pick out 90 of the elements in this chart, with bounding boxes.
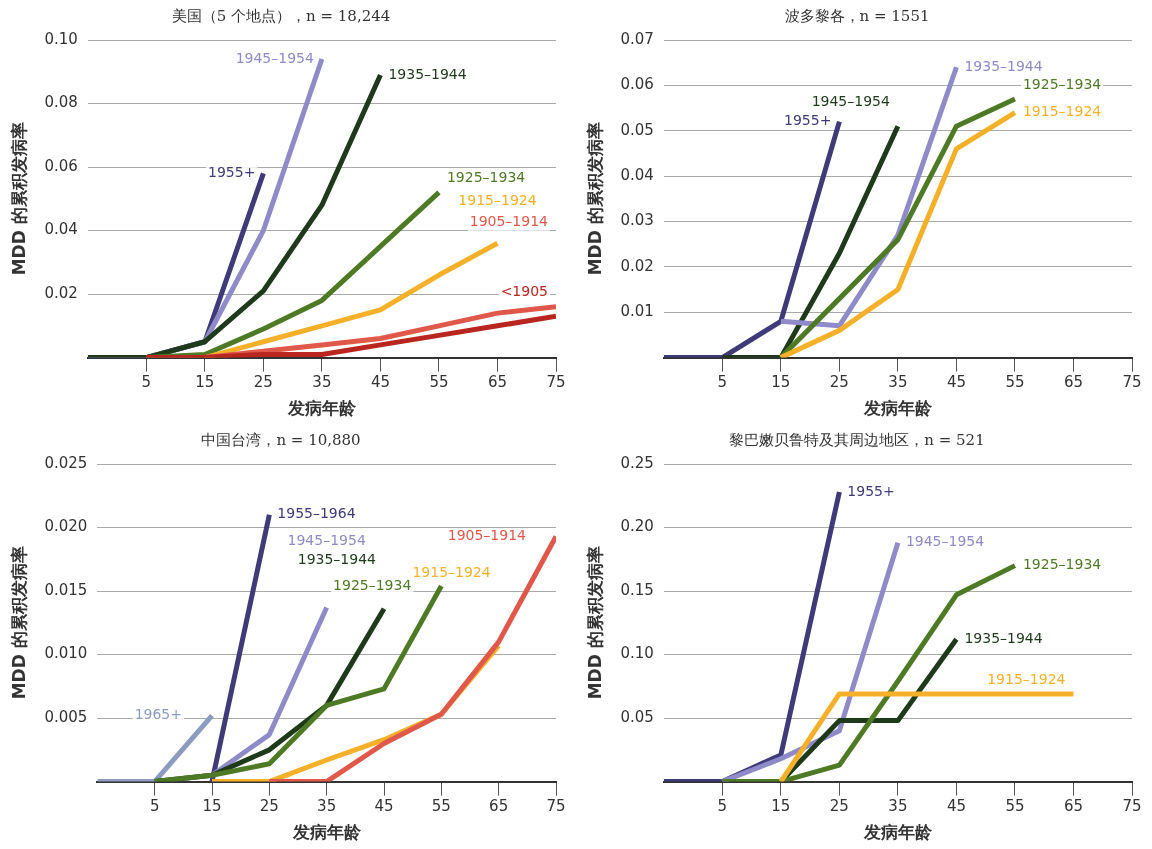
series-label: <1905 (500, 282, 548, 299)
x-tick-label: 35 (312, 373, 332, 392)
y-tick-label: 0.04 (620, 166, 654, 184)
y-tick-label: 0.10 (44, 29, 78, 48)
y-tick-label: 0.06 (44, 156, 78, 175)
x-tick-label: 75 (546, 797, 566, 816)
series-label: 1925–1934 (1022, 556, 1102, 573)
y-axis-title: MDD 的累积发病率 (584, 546, 605, 700)
y-tick-label: 0.05 (620, 707, 654, 726)
text: 1915–1924 (458, 191, 537, 208)
x-tick-label: 65 (1063, 373, 1084, 392)
x-tick-label: 35 (317, 797, 337, 816)
x-tick-label: 5 (717, 797, 728, 816)
x-tick-label: 45 (370, 373, 390, 392)
y-tick-label: 0.04 (44, 220, 78, 239)
y-tick-label: 0.010 (44, 644, 88, 663)
y-tick-label: 0.01 (620, 302, 654, 321)
x-tick-label: 25 (829, 373, 849, 392)
series-label: 1925–1934 (1022, 75, 1102, 92)
series-label: 1945–1954 (905, 533, 985, 550)
y-tick-label: 0.03 (620, 211, 654, 230)
x-tick-label: 15 (771, 373, 791, 392)
y-tick-label: 0.005 (44, 707, 88, 726)
x-tick-label: 65 (1063, 797, 1084, 816)
text: 1945–1954 (287, 532, 366, 549)
y-tick-label: 0.025 (44, 453, 88, 472)
y-tick-label: 0.020 (44, 517, 88, 536)
chart-title: 中国台湾，n = 10,880 (201, 430, 361, 449)
chart-title: 波多黎各，n = 1551 (784, 6, 930, 25)
x-tick-label: 65 (489, 797, 509, 816)
y-tick-label: 0.02 (620, 256, 654, 275)
x-tick-label: 45 (946, 373, 966, 392)
series-label: 1935–1944 (964, 57, 1043, 74)
chart-title: 黎巴嫩贝鲁特及其周边地区，n = 521 (729, 430, 985, 449)
y-axis-title: MDD 的累积发病率 (584, 122, 605, 276)
series-label: 1955+ (208, 164, 256, 181)
x-tick-label: 5 (149, 797, 160, 816)
x-tick-label: 75 (546, 373, 566, 392)
x-tick-label: 75 (1122, 797, 1142, 816)
series-label: 1935–1944 (964, 629, 1043, 646)
y-tick-label: 0.10 (620, 644, 654, 663)
x-tick-label: 65 (487, 373, 508, 392)
x-tick-label: 55 (1005, 797, 1025, 816)
x-tick-label: 45 (374, 797, 394, 816)
x-tick-label: 15 (195, 373, 215, 392)
series-label: 1955+ (784, 112, 832, 129)
x-axis-title: 发病年龄 (862, 398, 933, 419)
text: 1935–1944 (297, 551, 377, 568)
x-tick-label: 55 (431, 797, 451, 816)
y-axis-title: MDD 的累积发病率 (8, 122, 29, 276)
series-label: 1925–1934 (333, 576, 412, 593)
x-tick-label: 55 (1005, 373, 1025, 392)
x-tick-label: 25 (253, 373, 273, 392)
y-tick-label: 0.20 (620, 517, 654, 536)
y-tick-label: 0.15 (620, 580, 654, 599)
text: 1905–1914 (469, 213, 549, 230)
x-tick-label: 5 (717, 373, 728, 392)
y-tick-label: 0.08 (44, 93, 78, 112)
y-tick-label: 0.02 (44, 283, 78, 302)
y-tick-label: 0.05 (620, 120, 654, 139)
y-axis-title: MDD 的累积发病率 (8, 546, 29, 700)
x-axis-title: 发病年龄 (286, 398, 357, 419)
y-tick-label: 0.015 (44, 580, 88, 599)
x-tick-label: 15 (202, 797, 222, 816)
x-tick-label: 75 (1122, 373, 1142, 392)
series-label: 1955+ (847, 482, 895, 499)
x-tick-label: 35 (888, 797, 908, 816)
x-tick-label: 35 (888, 373, 908, 392)
series-label: 1915–1924 (1022, 103, 1102, 120)
series-label: 1955–1964 (277, 505, 356, 522)
series-label: 1945–1954 (811, 92, 890, 109)
x-tick-label: 25 (829, 797, 849, 816)
series-label: 1945–1954 (235, 49, 314, 66)
y-tick-label: 0.25 (620, 453, 654, 472)
y-tick-label: 0.07 (620, 29, 654, 48)
x-tick-label: 55 (429, 373, 449, 392)
x-axis-title: 发病年龄 (291, 822, 362, 843)
series-label: 1965+ (134, 706, 183, 723)
series-label: 1905–1914 (447, 527, 527, 544)
x-tick-label: 15 (771, 797, 791, 816)
x-axis-title: 发病年龄 (862, 822, 933, 843)
series-label: 1935–1944 (388, 65, 467, 82)
series-label: 1915–1924 (987, 670, 1066, 687)
x-tick-label: 25 (259, 797, 279, 816)
text: 1915–1924 (412, 564, 491, 581)
x-tick-label: 45 (946, 797, 966, 816)
series-label: 1925–1934 (446, 169, 526, 186)
y-tick-label: 0.06 (620, 75, 654, 94)
x-tick-label: 5 (141, 373, 152, 392)
chart-title: 美国（5 个地点），n = 18,244 (171, 6, 391, 25)
